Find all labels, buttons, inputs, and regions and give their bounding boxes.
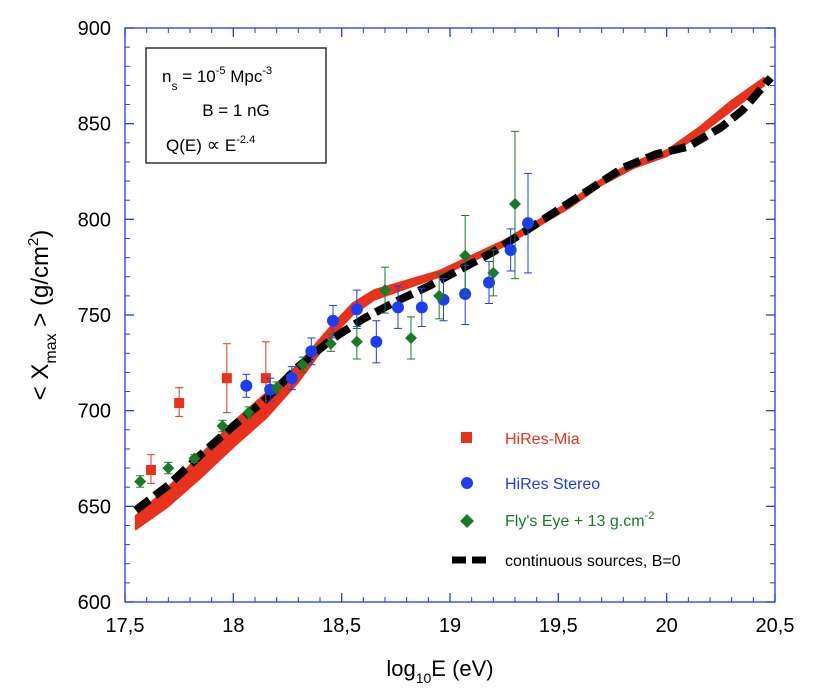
fly-s-eye-13-g-cm-2-point [350,335,363,348]
annotation-q: Q(E) [166,136,207,155]
y-axis-label-sup: 2 [25,238,42,246]
hires-mia-point [174,398,185,409]
fly-s-eye-13-g-cm-2-point [405,331,417,344]
annotation-ns-sub: s [171,79,177,93]
fly-s-eye-13-g-cm-2-point [188,452,201,465]
x-axis-label-sub: 10 [416,670,432,686]
legend-label-continuous: continuous sources, B=0 [505,553,681,570]
y-tick-label: 750 [78,305,111,327]
hires-stereo-point [504,243,517,256]
fly-s-eye-13-g-cm-2-point [270,381,283,394]
y-axis-label-post: ) [27,230,54,238]
hires-stereo-point [285,372,298,385]
hires-stereo-point [522,217,534,230]
hires-stereo-point [370,335,383,348]
y-tick-label: 650 [78,496,111,518]
annotation-line1: ns = 10-5 Mpc-3 [162,65,272,93]
annotation-line3: Q(E) ∝ E-2.4 [166,134,255,156]
x-tick-label: 20 [656,615,678,637]
hires-mia-point [146,464,156,475]
fly-s-eye-13-g-cm-2-point [459,249,472,262]
legend-marker-hires-stereo [461,477,473,489]
hires-stereo-point [483,276,495,289]
x-tick-label: 19,5 [539,615,578,637]
legend-label-hires-mia: HiRes-Mia [505,431,580,448]
x-tick-label: 17,5 [106,615,145,637]
legend-marker-flys-eye [460,514,474,528]
markers-layer [134,130,534,488]
hires-stereo-point [350,303,363,316]
annotation-ns: n [162,67,171,86]
hires-stereo-point [392,301,404,314]
legend-label-hires-stereo: HiRes Stereo [505,476,600,493]
annotation-box: ns = 10-5 Mpc-3 B = 1 nG Q(E) ∝ E-2.4 [145,47,327,164]
hires-stereo-point [327,314,339,327]
annotation-e-exp: -2.4 [236,134,255,146]
annotation-line2: B = 1 nG [202,101,270,120]
x-tick-label: 18,5 [322,615,361,637]
x-axis-label-base: log [386,656,415,681]
x-tick-label: 19 [439,615,461,637]
fly-s-eye-13-g-cm-2-point [324,337,337,350]
x-tick-label: 18 [222,615,244,637]
continuous-sources-line [133,75,774,514]
y-tick-label: 800 [78,209,111,231]
legend-marker-hires-mia [461,432,472,443]
hires-mia-point [260,373,271,384]
continuous-line-layer [133,75,774,514]
fly-s-eye-13-g-cm-2-point [296,358,309,371]
annotation-unit: Mpc [226,67,263,86]
y-axis-label-mid: > (g/cm [27,246,54,333]
fly-s-eye-13-g-cm-2-point [509,198,521,211]
fly-s-eye-13-g-cm-2-point [134,475,147,488]
hires-stereo-point [240,379,253,392]
y-tick-label: 600 [78,592,111,614]
annotation-exp: -5 [216,65,226,77]
hires-mia-point [221,373,232,384]
legend-label-flys-eye-text: Fly's Eye + 13 g.cm [505,513,645,530]
fly-s-eye-13-g-cm-2-point [216,419,229,432]
legend: HiRes-Mia HiRes Stereo Fly's Eye + 13 g.… [452,431,681,570]
annotation-unit-exp: -3 [262,65,272,77]
y-tick-label: 700 [78,401,111,423]
fly-s-eye-13-g-cm-2-point [487,266,500,279]
x-axis-label: log10E (eV) [386,656,493,686]
fly-s-eye-13-g-cm-2-point [242,406,255,419]
annotation-eq: = 10 [177,67,215,86]
y-tick-label: 900 [78,18,111,40]
axis-ticks-layer: 17,5 18 18,5 19 19,5 20 20,5 600 650 700 750 800 850… [78,18,795,637]
legend-label-flys-eye: Fly's Eye + 13 g.cm-2 [505,510,654,530]
x-axis-label-rest: E (eV) [431,656,493,681]
fly-s-eye-13-g-cm-2-point [162,462,175,475]
y-tick-label: 850 [78,114,111,136]
y-axis-label-pre: < X [27,364,54,401]
fly-s-eye-13-g-cm-2-point [379,284,391,297]
hires-stereo-point [305,345,318,358]
hires-stereo-point [415,301,428,314]
fly-s-eye-13-g-cm-2-point [433,289,446,302]
y-axis-label-sub: max [43,333,60,363]
x-tick-label: 20,5 [756,615,795,637]
legend-label-flys-eye-sup: -2 [645,510,655,522]
y-axis-label: < Xmax > (g/cm2) [25,230,60,401]
annotation-e: E [220,136,236,155]
proportional-symbol: ∝ [207,135,221,156]
annotation-frame [145,47,327,164]
